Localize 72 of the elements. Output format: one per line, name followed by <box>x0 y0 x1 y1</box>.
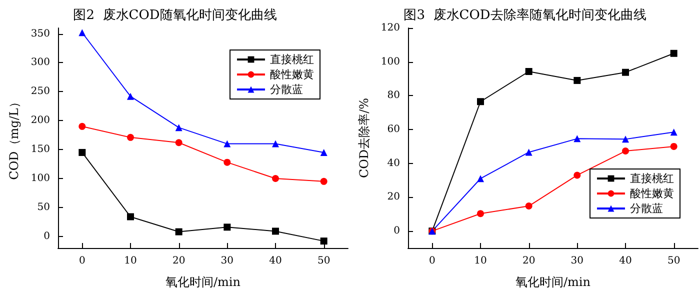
point <box>175 228 182 236</box>
point <box>320 238 328 245</box>
chart-title: 图2 废水COD随氧化时间变化曲线 <box>73 8 277 23</box>
y-tick-label: 120 <box>380 22 400 34</box>
point <box>126 92 134 100</box>
point <box>78 29 86 36</box>
y-tick-label: 200 <box>30 115 50 126</box>
point <box>622 68 629 76</box>
y-tick-label: 300 <box>30 57 50 68</box>
point <box>320 148 328 156</box>
point <box>670 128 678 136</box>
y-tick-label: 350 <box>30 28 50 40</box>
y-axis-title: COD去除率/% <box>357 98 371 178</box>
point <box>670 50 678 57</box>
x-tick-label: 40 <box>269 256 282 266</box>
y-axis-title: COD（mg/L） <box>7 96 21 180</box>
y-tick-label: 40 <box>387 158 400 169</box>
point <box>525 148 532 156</box>
point <box>175 139 182 146</box>
y-tick-label: 0 <box>44 230 50 242</box>
legend-label: 酸性嫩黄 <box>630 187 674 200</box>
y-tick-label: 60 <box>387 124 400 136</box>
x-tick-label: 50 <box>667 256 680 266</box>
chart-title: 图3 废水COD去除率随氧化时间变化曲线 <box>404 7 646 23</box>
y-tick-label: 0 <box>394 226 400 237</box>
x-tick-label: 20 <box>522 256 536 266</box>
point <box>574 172 581 179</box>
point <box>272 140 279 148</box>
x-axis-title: 氧化时间/min <box>165 275 241 289</box>
point <box>525 68 532 75</box>
point <box>224 140 231 148</box>
x-tick-label: 10 <box>124 256 137 266</box>
x-tick-label: 10 <box>474 256 487 266</box>
y-tick-label: 20 <box>387 192 400 203</box>
point <box>224 224 231 231</box>
point <box>476 98 484 106</box>
x-tick-label: 0 <box>428 256 436 266</box>
legend-label: 直接桃红 <box>270 53 314 66</box>
point <box>574 135 581 142</box>
legend-label: 分散蓝 <box>630 202 663 215</box>
x-tick-label: 50 <box>317 256 330 266</box>
x-tick-label: 0 <box>78 256 86 266</box>
point <box>574 76 581 84</box>
y-tick-label: 250 <box>30 86 50 98</box>
point <box>622 136 629 143</box>
y-tick-label: 100 <box>30 173 50 184</box>
point <box>320 178 328 185</box>
legend-label: 直接桃红 <box>630 172 674 185</box>
point <box>476 175 484 182</box>
point <box>272 175 279 182</box>
x-tick-label: 20 <box>172 256 186 266</box>
point <box>175 124 182 132</box>
point <box>525 202 532 210</box>
point <box>476 210 484 218</box>
x-tick-label: 30 <box>570 256 584 266</box>
point <box>272 228 279 235</box>
x-tick-label: 40 <box>619 256 632 266</box>
y-tick-label: 50 <box>37 202 50 213</box>
point <box>126 134 134 141</box>
y-tick-label: 100 <box>380 56 400 68</box>
legend-label: 分散蓝 <box>270 83 303 96</box>
point <box>224 158 231 166</box>
legend-label: 酸性嫩黄 <box>270 68 314 81</box>
point <box>126 213 134 220</box>
point <box>670 142 678 150</box>
point <box>622 148 629 155</box>
x-tick-label: 30 <box>220 256 234 266</box>
x-axis-title: 氧化时间/min <box>515 275 591 289</box>
y-tick-label: 80 <box>387 90 400 102</box>
point <box>78 122 86 130</box>
y-tick-label: 150 <box>30 144 50 156</box>
point <box>78 148 86 156</box>
